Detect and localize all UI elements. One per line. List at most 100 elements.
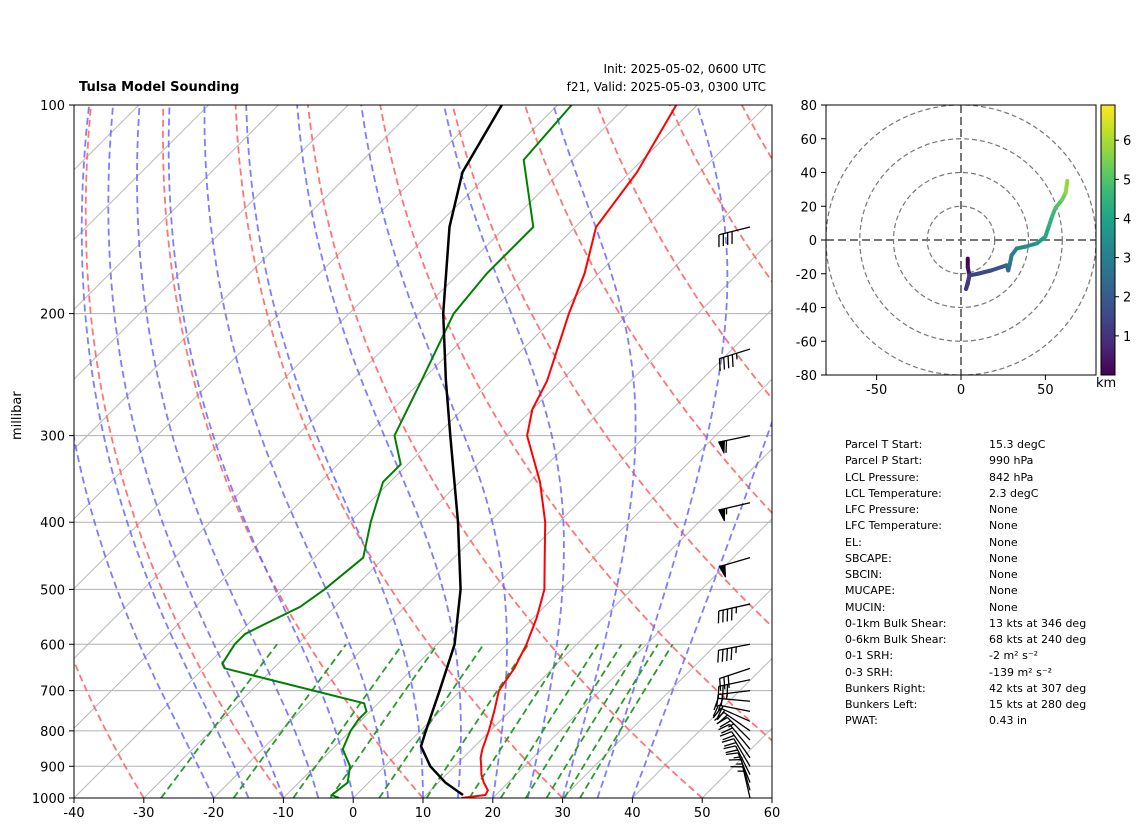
colorbar <box>1100 104 1116 376</box>
param-value: 990 hPa <box>989 454 1034 468</box>
param-row: Bunkers Left: 15 kts at 280 deg <box>845 697 1086 713</box>
x-tick-label: 10 <box>415 806 432 821</box>
wind-barb <box>718 502 751 522</box>
hodo-y-tick-label: 60 <box>800 133 817 148</box>
isotherm <box>74 105 558 590</box>
x-tick-label: 40 <box>624 806 641 821</box>
wind-barb <box>717 643 751 663</box>
barb-feather <box>724 741 737 747</box>
wind-barb <box>712 704 751 718</box>
param-row: LCL Temperature: 2.3 degC <box>845 486 1086 502</box>
barb-staff <box>719 667 751 680</box>
hodo-plot-area <box>826 105 1096 375</box>
barb-feather <box>721 738 734 743</box>
barb-feather <box>727 675 730 689</box>
barb-staff <box>731 731 751 759</box>
dry-adiabat <box>74 658 145 798</box>
colorbar-label: km <box>1096 376 1117 391</box>
barb-staff <box>735 745 751 775</box>
plot-frame <box>73 104 773 799</box>
barb-staff <box>718 643 751 651</box>
dry-adiabat <box>307 105 703 798</box>
barb-flag <box>718 508 726 522</box>
barb-staff <box>723 711 751 732</box>
hodo-x-tick-label: -50 <box>866 383 887 395</box>
wind-barb <box>717 435 751 454</box>
isotherm <box>74 105 349 380</box>
isotherm <box>492 518 772 798</box>
mixing-ratio-line <box>232 643 347 798</box>
param-value: None <box>989 535 1018 549</box>
param-row: Bunkers Right: 42 kts at 307 deg <box>845 681 1086 697</box>
barb-staff <box>718 704 751 713</box>
moist-adiabat <box>80 105 250 798</box>
param-label: Bunkers Left: <box>845 698 918 711</box>
barb-staff <box>718 697 751 702</box>
barb-feather <box>723 676 726 690</box>
hodo-y-tick-label: 0 <box>809 234 817 249</box>
isotherm <box>74 105 209 241</box>
x-tick-label: 0 <box>349 806 357 821</box>
wind-barb <box>718 348 751 371</box>
barb-staff <box>729 723 751 750</box>
param-label: LFC Temperature: <box>845 519 943 533</box>
hodo-y-tick-label: 20 <box>800 200 817 215</box>
wind-barb <box>730 765 751 799</box>
hodo-x-tick-label: 0 <box>957 383 965 395</box>
moist-adiabat <box>631 419 772 798</box>
mixing-ratio-line <box>563 643 659 798</box>
y-tick-label: 800 <box>40 725 65 740</box>
x-tick-label: -40 <box>63 806 84 821</box>
param-value: 2.3 degC <box>989 486 1039 500</box>
param-value: None <box>989 568 1018 581</box>
parcel-line <box>419 105 503 797</box>
barb-feather <box>716 709 726 721</box>
hodo-segment <box>975 268 994 276</box>
plot-area <box>74 105 772 798</box>
param-row: MUCAPE: None <box>845 583 1086 599</box>
hodo-segment <box>1023 241 1039 249</box>
wind-barb <box>712 707 751 722</box>
param-value: 13 kts at 346 deg <box>989 616 1087 630</box>
hodo-y-tick-label: -20 <box>796 268 817 283</box>
barb-staff <box>718 226 751 236</box>
barb-feather <box>731 354 734 367</box>
colorbar-tick-label: 3 <box>1123 252 1131 267</box>
barb-feather <box>717 714 728 724</box>
hodograph-chart: -50 0 50 -80 -60 -40 -20 0 20 40 60 80 1 2 3 4 5 6 <box>796 99 1132 395</box>
isotherm <box>771 797 772 798</box>
param-value: 15.3 degC <box>989 438 1046 451</box>
barb-feather <box>712 704 720 717</box>
dry-adiabat <box>451 105 772 628</box>
param-label: LFC Pressure: <box>845 503 920 516</box>
barb-half-feather <box>728 723 735 728</box>
hodo-y-tick-label: -40 <box>796 302 817 317</box>
x-tick-label: -20 <box>203 806 224 821</box>
wind-barb <box>718 723 751 750</box>
param-value: 68 kts at 240 deg <box>989 633 1087 646</box>
barb-feather <box>718 678 722 691</box>
dry-adiabat <box>596 105 772 400</box>
dry-adiabat <box>161 105 424 798</box>
mixing-ratio-line <box>545 643 642 798</box>
param-value: 842 hPa <box>989 470 1034 484</box>
colorbar-tick-label: 6 <box>1123 134 1131 149</box>
param-row: SBCIN: None <box>845 567 1086 583</box>
y-axis-label: millibar <box>10 391 25 440</box>
param-label: Parcel T Start: <box>845 438 923 451</box>
barb-staff <box>718 690 751 696</box>
param-row: 0-6km Bulk Shear: 68 kts at 240 deg <box>845 632 1086 648</box>
wind-barb <box>718 667 751 691</box>
hodo-x-tick-label: 50 <box>1037 383 1054 395</box>
x-tick-label: 60 <box>764 806 780 821</box>
param-row: 0-1km Bulk Shear: 13 kts at 346 deg <box>845 616 1086 632</box>
barb-staff <box>720 707 751 722</box>
isotherm <box>74 105 279 311</box>
param-row: LFC Pressure: None <box>845 502 1086 518</box>
wind-barb <box>718 226 751 248</box>
mixing-ratio-line <box>425 643 530 798</box>
isotherm <box>74 105 419 450</box>
hodo-y-tick-label: -80 <box>796 369 817 384</box>
param-value: None <box>989 584 1018 598</box>
dry-adiabat <box>234 105 564 798</box>
